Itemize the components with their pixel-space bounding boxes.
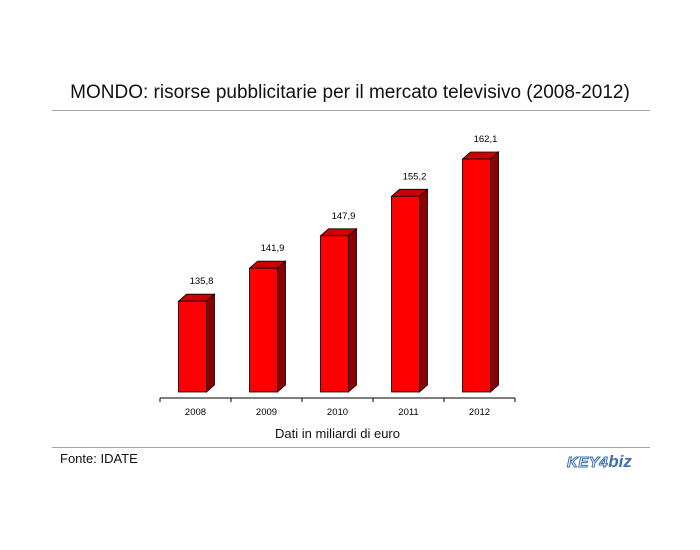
data-label-2008: 135,8 [190,276,214,287]
x-tick-label-2010: 2010 [327,407,348,418]
bar-side-2010 [348,227,357,393]
bar-2011 [391,195,420,393]
x-tick-label-2008: 2008 [185,407,206,418]
chart-title: MONDO: risorse pubblicitarie per il merc… [70,82,630,103]
x-tick-label-2012: 2012 [469,407,490,418]
bar-side-2008 [206,293,215,393]
data-label-2010: 147,9 [332,211,356,222]
x-axis-label: Dati in miliardi di euro [275,426,400,441]
data-label-2009: 141,9 [261,243,285,254]
source-note: Fonte: IDATE [60,451,138,466]
bar-side-2009 [277,260,286,393]
bar-2010 [320,235,349,393]
bar-2009 [249,267,278,393]
footer-divider [52,447,650,448]
title-divider [52,110,650,111]
data-label-2011: 155,2 [403,171,427,182]
logo-part-key4: KEY4 [566,454,609,472]
key4biz-logo: KEY4biz [566,452,632,474]
bar-side-2012 [490,151,499,393]
x-tick-label-2011: 2011 [398,407,418,418]
data-label-2012: 162,1 [474,134,498,145]
bar-2012 [462,158,491,393]
bar-side-2011 [419,188,428,393]
bar-2008 [178,300,207,393]
x-tick-label-2009: 2009 [256,407,277,418]
logo-part-biz: biz [608,452,632,471]
